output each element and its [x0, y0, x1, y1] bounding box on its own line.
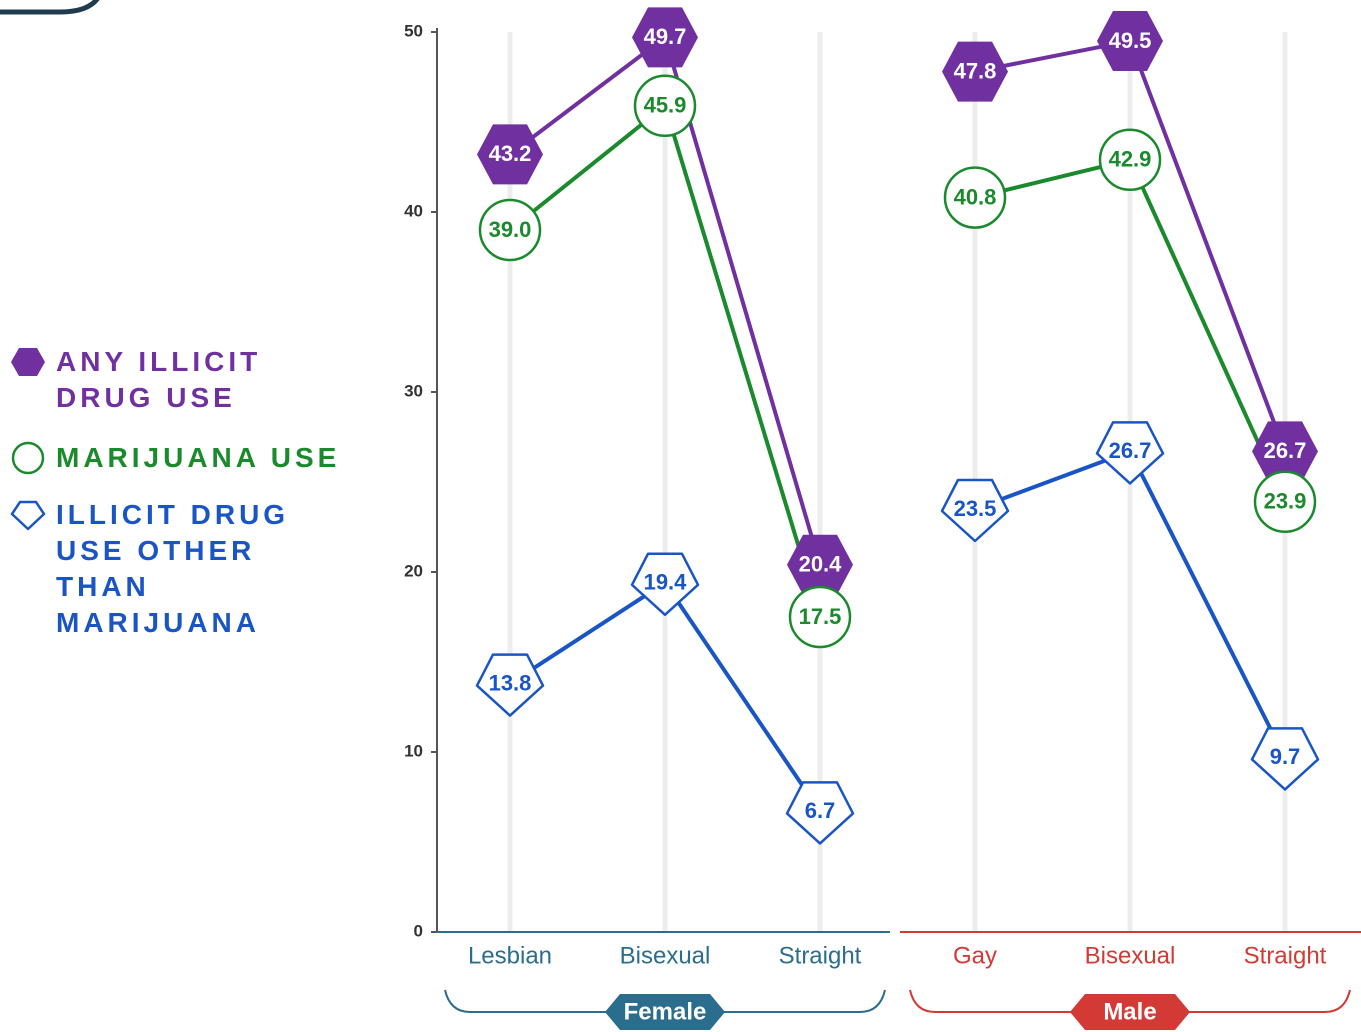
- value-label: 45.9: [644, 93, 687, 118]
- legend-marker: [11, 348, 45, 376]
- group-bracket: [444, 989, 886, 1013]
- marker: [1252, 421, 1318, 482]
- marker: [632, 7, 698, 68]
- group-label: Male: [1103, 998, 1156, 1025]
- group-label: Female: [624, 998, 707, 1025]
- value-label: 47.8: [954, 58, 997, 83]
- value-label: 13.8: [489, 670, 532, 695]
- value-label: 23.9: [1264, 489, 1307, 514]
- value-label: 26.7: [1109, 438, 1152, 463]
- value-label: 49.7: [644, 24, 687, 49]
- marker: [475, 653, 545, 717]
- x-tick-label: Gay: [953, 942, 997, 969]
- group-badge: [1070, 994, 1190, 1030]
- marker: [788, 585, 852, 649]
- value-label: 40.8: [954, 184, 997, 209]
- value-label: 9.7: [1270, 744, 1301, 769]
- marker: [1097, 11, 1163, 71]
- value-label: 6.7: [805, 798, 836, 823]
- x-tick-label: Straight: [1244, 942, 1327, 969]
- marker: [787, 534, 853, 595]
- value-label: 17.5: [799, 604, 842, 629]
- group-badge: [605, 994, 725, 1030]
- legend-item: ILLICIT DRUG USE OTHER THAN MARIJUANA: [10, 497, 356, 641]
- marker: [943, 166, 1007, 229]
- legend-item: ANY ILLICIT DRUG USE: [10, 344, 356, 416]
- y-tick-label: 30: [404, 381, 423, 400]
- marker: [630, 552, 700, 617]
- value-label: 23.5: [954, 496, 997, 521]
- x-tick-label: Straight: [779, 942, 862, 969]
- legend-marker: [11, 441, 45, 475]
- x-tick-label: Lesbian: [468, 942, 552, 969]
- legend-label: ANY ILLICIT DRUG USE: [56, 346, 262, 413]
- legend-item: MARIJUANA USE: [10, 440, 356, 476]
- y-tick-label: 50: [404, 21, 423, 40]
- group-bracket: [909, 989, 1351, 1013]
- corner-decoration: [0, 0, 100, 15]
- legend-label: MARIJUANA USE: [56, 442, 341, 473]
- marker: [1098, 128, 1162, 192]
- marker: [1250, 727, 1320, 791]
- marker: [785, 781, 855, 845]
- marker: [633, 74, 697, 138]
- value-label: 19.4: [644, 570, 688, 595]
- marker: [940, 478, 1010, 543]
- y-tick-label: 20: [404, 561, 423, 580]
- legend-label: ILLICIT DRUG USE OTHER THAN MARIJUANA: [56, 499, 290, 638]
- y-tick-label: 40: [404, 201, 423, 220]
- marker: [1095, 421, 1165, 485]
- marker: [1253, 470, 1317, 534]
- value-label: 39.0: [489, 217, 532, 242]
- marker: [942, 41, 1008, 102]
- value-label: 42.9: [1109, 147, 1152, 172]
- x-tick-label: Bisexual: [1085, 942, 1176, 969]
- value-label: 26.7: [1264, 438, 1307, 463]
- x-tick-label: Bisexual: [620, 942, 711, 969]
- y-tick-label: 10: [404, 741, 423, 760]
- marker: [477, 124, 543, 185]
- y-tick-label: 0: [414, 921, 423, 940]
- legend-marker: [10, 500, 46, 531]
- value-label: 49.5: [1109, 28, 1152, 53]
- marker: [478, 198, 542, 262]
- value-label: 43.2: [489, 141, 532, 166]
- value-label: 20.4: [799, 552, 843, 577]
